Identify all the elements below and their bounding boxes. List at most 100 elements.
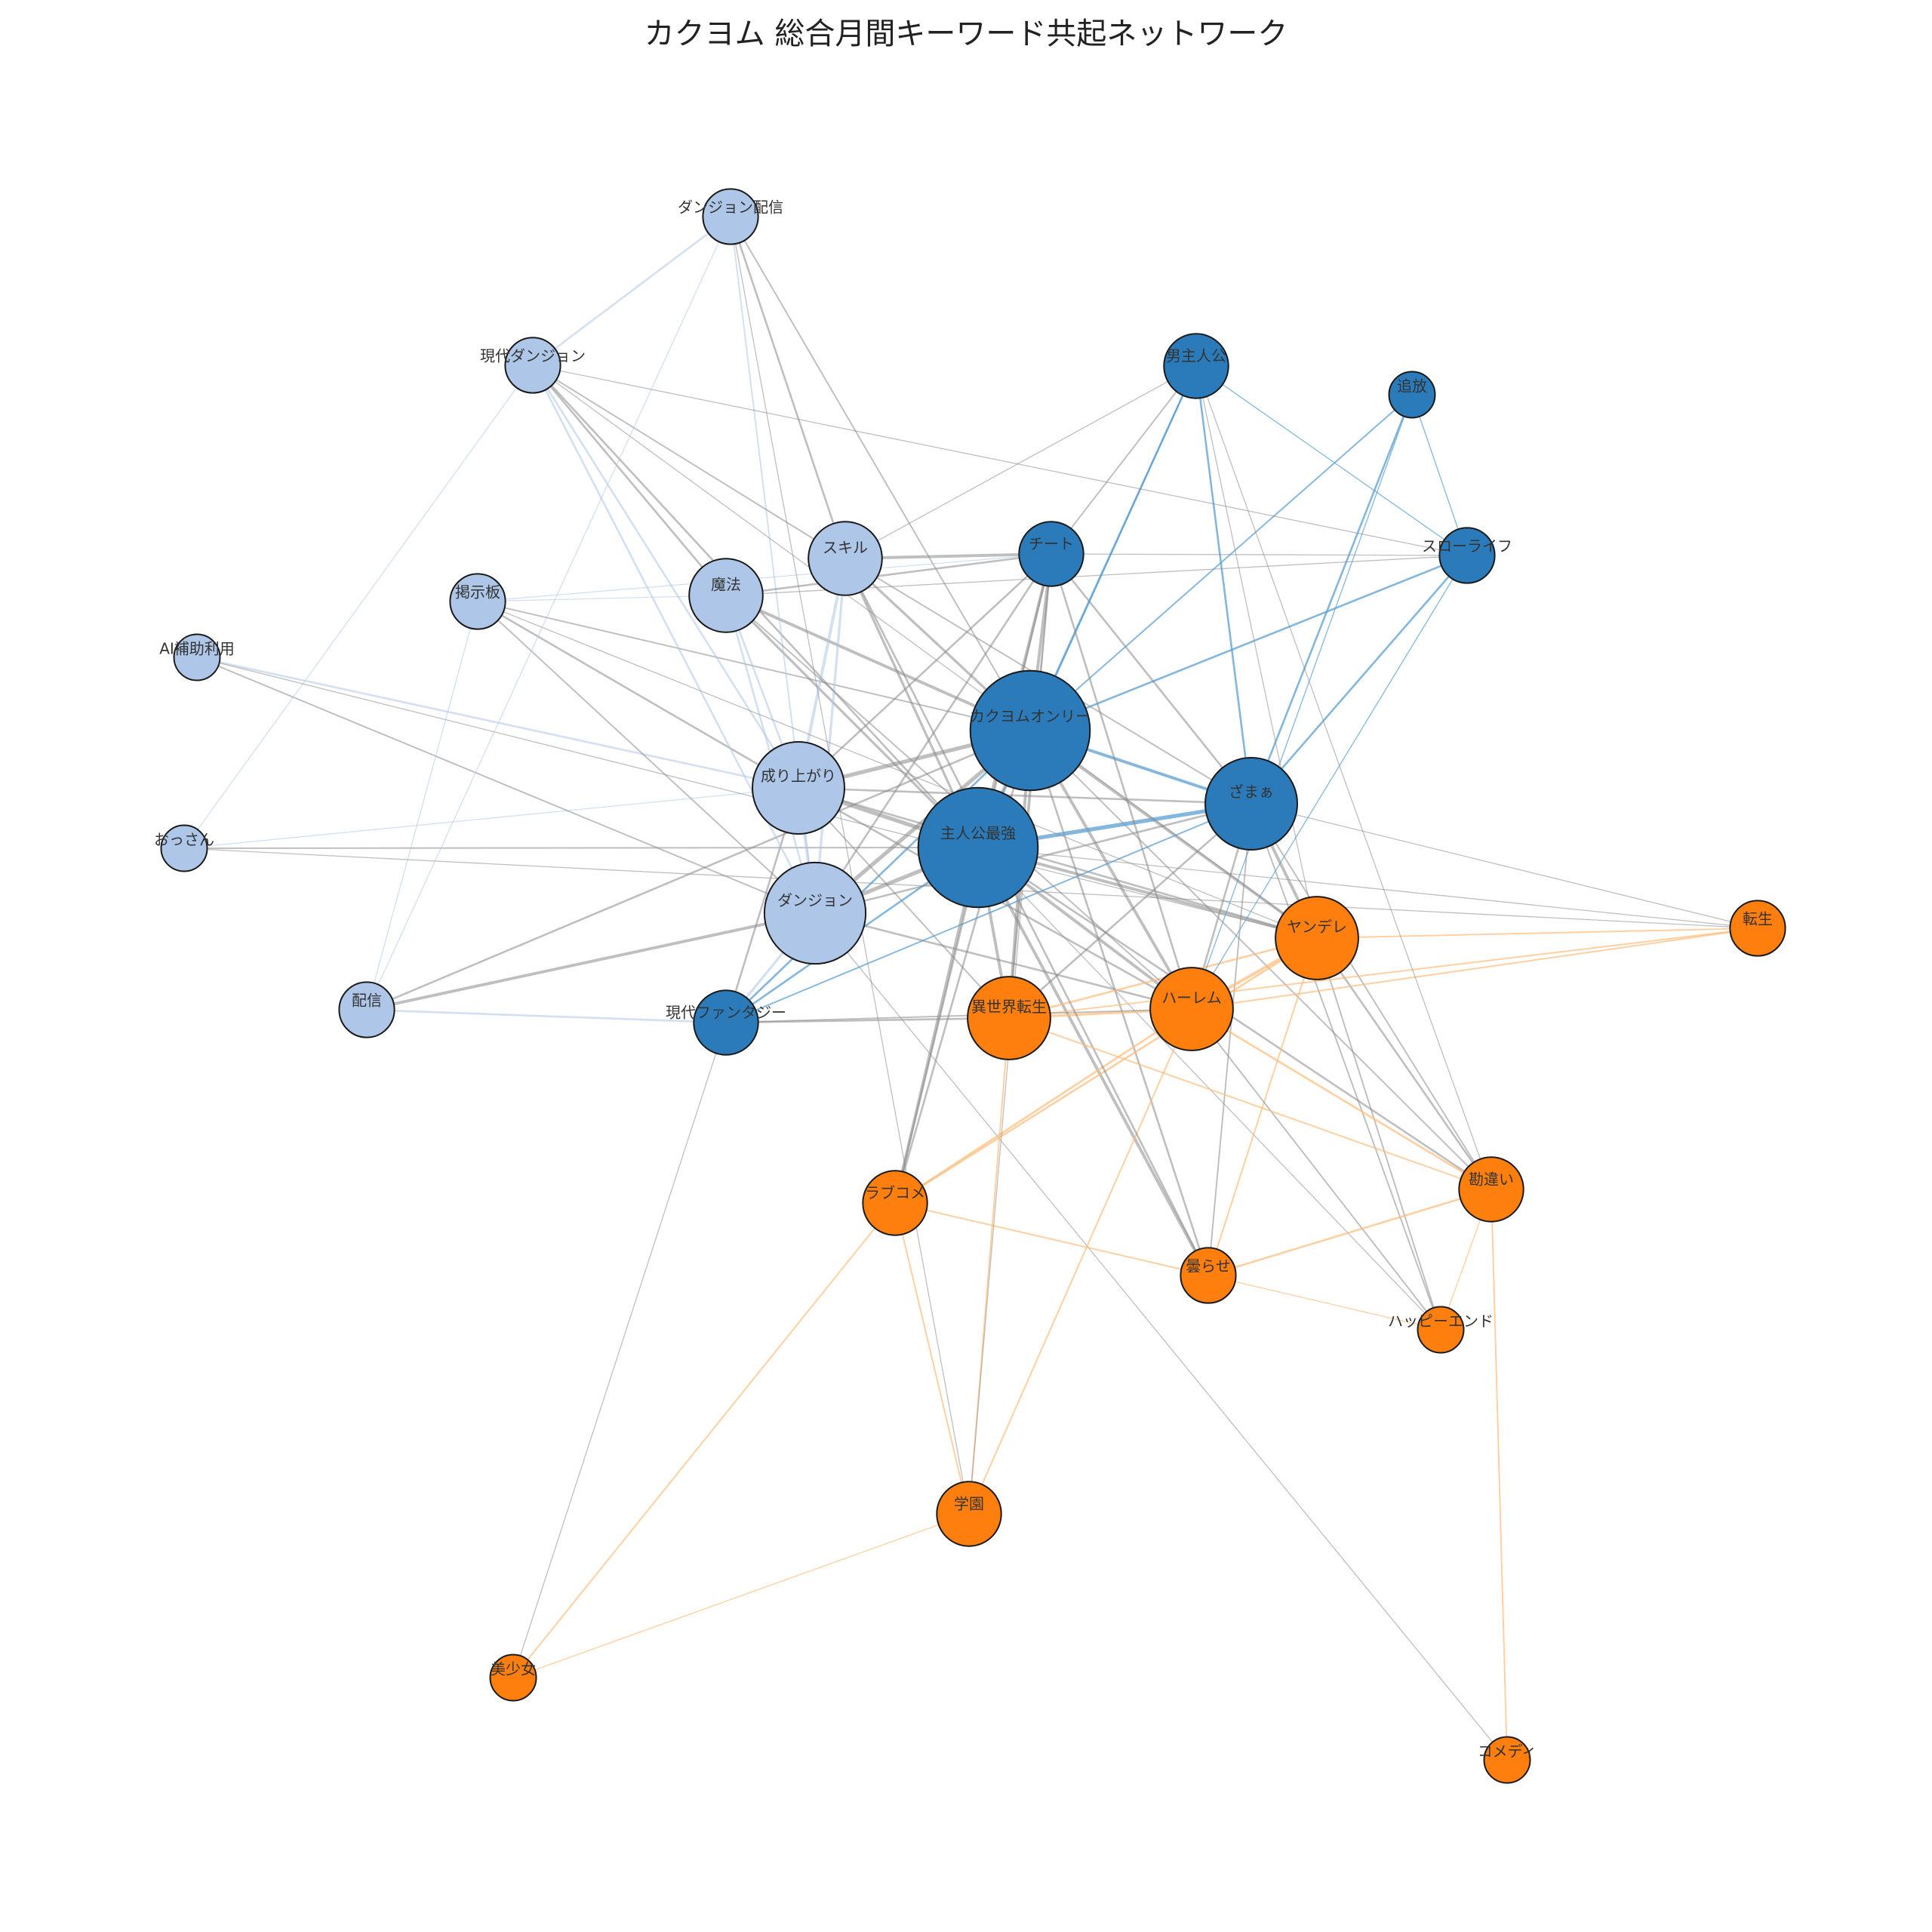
edge-ざまぁ-異世界転生 [1008,803,1252,1019]
edge-カクヨムオンリー-ダンジョン配信 [730,216,1031,731]
edge-配信-ダンジョン配信 [366,216,731,1011]
edge-学園-美少女 [512,1513,970,1678]
edge-スキル-ダンジョン配信 [729,216,847,559]
node-label: ざまぁ [1229,783,1274,801]
edge-曇らせ-ハッピーエンド [1208,1275,1441,1331]
node-label: コメディ [1478,1742,1537,1760]
node-追放: 追放 [1388,371,1436,419]
edge-成り上がり-異世界転生 [798,787,1010,1019]
node-label: 現代ダンジョン [480,347,586,365]
edge-ダンジョン-掲示板 [477,601,816,914]
edge-カクヨムオンリー-現代ファンタジー [725,730,1031,1023]
node-ざまぁ: ざまぁ [1204,757,1298,851]
edge-成り上がり-ざまぁ [798,786,1252,805]
node-label: 成り上がり [761,767,836,785]
node-成り上がり: 成り上がり [752,741,845,835]
node-circle [449,573,506,630]
node-label: スキル [823,539,868,557]
node-circle [808,521,883,596]
node-現代ファンタジー: 現代ファンタジー [666,989,786,1056]
edge-ヤンデレ-男主人公 [1195,365,1318,939]
node-circle [1388,371,1436,419]
edge-ダンジョン-AI補助利用 [196,657,816,914]
node-label: 掲示板 [455,583,500,601]
node-ダンジョン: ダンジョン [763,861,867,965]
edge-ラブコメ-曇らせ [894,1202,1209,1276]
edge-男主人公-スローライフ [1195,365,1468,556]
node-circle [489,1654,537,1702]
edge-掲示板-ヤンデレ [477,601,1318,939]
node-学園: 学園 [936,1481,1002,1547]
edge-ざまぁ-チート [1050,553,1253,804]
edge-主人公最強-転生 [977,847,1758,929]
node-勘違い: 勘違い [1458,1156,1524,1223]
edge-ざまぁ-ハッピーエンド [1251,803,1441,1331]
edge-ダンジョン-コメディ [814,912,1508,1761]
node-ハーレム: ハーレム [1149,967,1234,1051]
edge-魔法-現代ダンジョン [532,365,727,596]
edge-カクヨムオンリー-勘違い [1029,730,1492,1190]
edge-曇らせ-勘違い [1208,1188,1492,1277]
edge-勘違い-コメディ [1491,1189,1508,1761]
node-circle [1458,1156,1524,1223]
edge-成り上がり-AI補助利用 [196,656,799,789]
node-ラブコメ: ラブコメ [862,1170,928,1236]
node-circle [338,981,395,1038]
edge-ハーレム-学園 [968,1008,1192,1515]
node-circle [702,188,759,245]
edge-配信-現代ファンタジー [366,1008,727,1024]
edge-成り上がり-ヤンデレ [798,786,1318,940]
node-異世界転生: 異世界転生 [967,976,1051,1060]
node-circle [1163,333,1229,399]
edge-スローライフ-チート [1051,553,1468,556]
node-曇らせ: 曇らせ [1180,1247,1237,1304]
node-AI補助利用: AI補助利用 [159,633,235,681]
edge-現代ダンジョン-ダンジョン配信 [532,215,731,367]
node-circle [1729,900,1786,957]
edge-ヤンデレ-異世界転生 [1008,937,1318,1020]
edge-美少女-現代ファンタジー [512,1022,727,1678]
edge-掲示板-配信 [366,601,478,1011]
edge-ラブコメ-美少女 [512,1202,896,1678]
edge-ヤンデレ-ラブコメ [894,937,1318,1204]
edge-勘違い-異世界転生 [1008,1017,1492,1190]
edge-ざまぁ-転生 [1251,803,1758,929]
edge-追放-ハーレム [1191,394,1413,1010]
edge-ヤンデレ-ハッピーエンド [1316,937,1441,1331]
node-circle [763,861,867,965]
edge-成り上がり-現代ダンジョン [531,365,800,789]
edge-ざまぁ-スローライフ [1251,555,1468,804]
node-コメディ: コメディ [1478,1736,1537,1784]
edge-ハーレム-ハッピーエンド [1191,1008,1441,1331]
node-主人公最強: 主人公最強 [917,786,1039,909]
node-スローライフ: スローライフ [1422,527,1512,584]
node-現代ダンジョン: 現代ダンジョン [480,337,586,394]
node-circle [1018,521,1084,587]
node-label: おっさん [154,830,214,848]
edge-ハーレム-勘違い [1191,1008,1492,1191]
edge-主人公最強-勘違い [977,846,1492,1191]
edge-カクヨムオンリー-スローライフ [1029,554,1468,732]
node-label: スローライフ [1422,537,1512,555]
edge-ざまぁ-曇らせ [1208,803,1252,1276]
node-circle [1180,1247,1237,1304]
node-ヤンデレ: ヤンデレ [1275,896,1359,980]
edge-チート-掲示板 [477,553,1052,602]
node-label: ラブコメ [865,1184,925,1202]
edge-スキル-男主人公 [844,365,1197,559]
edge-曇らせ-スキル [844,558,1210,1276]
edge-ハーレム-ラブコメ [894,1008,1192,1204]
node-label: 転生 [1743,910,1773,928]
chart-title: カクヨム 総合月間キーワード共起ネットワーク [644,17,1288,51]
edge-ダンジョン-配信 [366,912,816,1011]
node-label: 男主人公 [1166,347,1226,365]
node-circle [1149,967,1234,1051]
edge-チート-男主人公 [1051,365,1197,555]
node-label: ヤンデレ [1287,918,1347,936]
edge-スローライフ-ハーレム [1191,555,1468,1010]
edge-ざまぁ-勘違い [1251,803,1492,1190]
node-チート: チート [1018,521,1084,587]
node-circle [1483,1736,1531,1784]
edge-カクヨムオンリー-配信 [366,729,1031,1011]
